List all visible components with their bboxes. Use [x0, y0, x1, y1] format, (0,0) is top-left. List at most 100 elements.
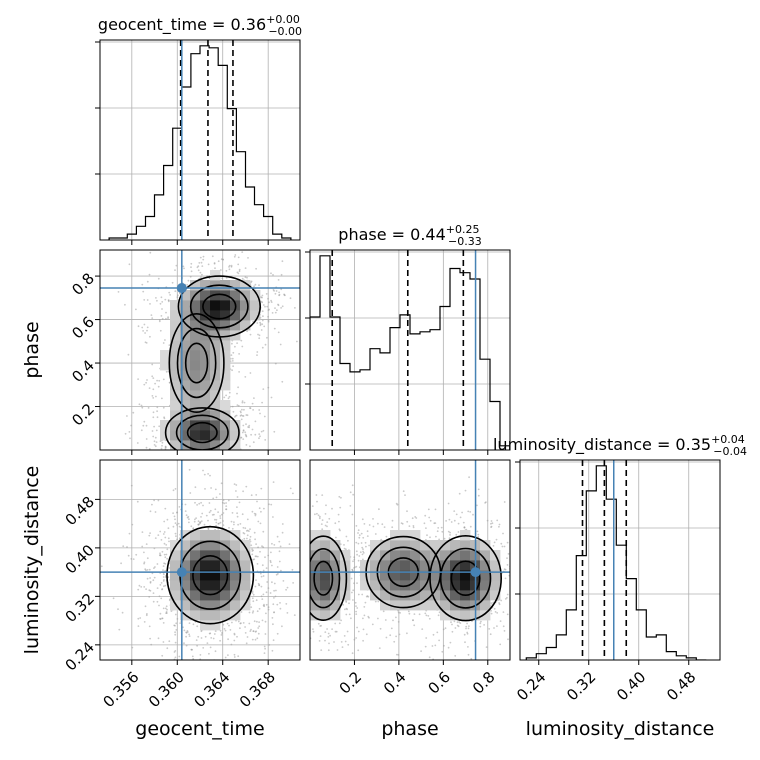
luminosity_distance-vs-phase-scatter-point [406, 510, 408, 513]
luminosity_distance-vs-phase-scatter-point [374, 600, 377, 603]
luminosity_distance-vs-geocent_time-scatter-point [195, 517, 198, 519]
luminosity_distance-vs-geocent_time-scatter-point [271, 649, 274, 652]
luminosity_distance-vs-phase-scatter-point [318, 517, 321, 520]
luminosity_distance-vs-phase-scatter-point [361, 593, 364, 596]
luminosity_distance-vs-geocent_time-scatter-point [161, 588, 164, 590]
phase-vs-geocent_time-scatter-point [232, 365, 235, 368]
luminosity_distance-vs-phase-scatter-point [336, 649, 339, 651]
luminosity_distance-vs-geocent_time-scatter-point [138, 584, 141, 587]
luminosity_distance-vs-phase-scatter-point [325, 504, 327, 507]
luminosity_distance-vs-geocent_time-scatter-point [215, 496, 218, 499]
phase-vs-geocent_time-scatter-point [198, 487, 200, 489]
luminosity_distance-vs-geocent_time-scatter-point [286, 612, 289, 614]
luminosity_distance-vs-phase-density-cell [320, 550, 331, 561]
luminosity_distance-vs-phase-scatter-point [329, 634, 331, 637]
luminosity_distance-vs-geocent_time-scatter-point [188, 622, 191, 624]
luminosity_distance-vs-geocent_time-scatter-point [225, 502, 228, 504]
luminosity_distance-vs-geocent_time-scatter-point [166, 518, 169, 521]
luminosity_distance-vs-geocent_time-scatter-point [259, 572, 262, 575]
luminosity_distance-vs-phase-scatter-point [476, 530, 479, 533]
luminosity_distance-vs-geocent_time-scatter-point [121, 611, 124, 614]
phase-vs-geocent_time-scatter-point [255, 267, 257, 270]
luminosity_distance-vs-phase-density-cell [330, 560, 341, 571]
luminosity_distance-vs-phase-density-cell [390, 530, 401, 541]
geocent_time-hist-panel: geocent_time = 0.36+0.00 −0.00 [95, 13, 302, 245]
luminosity_distance-vs-phase-scatter-point [328, 517, 331, 520]
luminosity_distance-vs-phase-scatter-point [506, 613, 509, 616]
phase-vs-geocent_time-scatter-point [148, 448, 151, 450]
luminosity_distance-vs-geocent_time-density-cell [170, 580, 181, 591]
luminosity_distance-vs-geocent_time-density-cell [210, 540, 221, 551]
luminosity_distance-vs-geocent_time-scatter-point [165, 612, 168, 614]
luminosity_distance-vs-phase-density [281, 476, 541, 660]
luminosity_distance-vs-phase-scatter-point [355, 637, 357, 639]
luminosity_distance-vs-geocent_time-scatter-point [221, 501, 224, 504]
luminosity_distance-vs-phase-density-cells [310, 530, 501, 621]
luminosity_distance-vs-phase-scatter-point [308, 600, 310, 602]
phase-vs-geocent_time-scatter-point [280, 288, 283, 291]
luminosity_distance-vs-phase-scatter-point [316, 512, 318, 515]
phase-vs-geocent_time-scatter-point [150, 314, 153, 316]
phase-vs-geocent_time-scatter-point [136, 442, 139, 444]
luminosity_distance-vs-phase-scatter-point [539, 588, 541, 590]
luminosity_distance-vs-phase-scatter-point [493, 627, 495, 629]
luminosity_distance-vs-geocent_time-scatter-point [158, 604, 160, 607]
phase-vs-geocent_time-density-cell [160, 350, 171, 361]
phase-vs-geocent_time-frame [99, 249, 301, 451]
luminosity_distance-vs-phase-scatter-point [306, 551, 308, 553]
luminosity_distance-vs-phase-density-cell [420, 570, 431, 581]
phase-vs-geocent_time-scatter-point [193, 475, 195, 477]
phase-vs-geocent_time-scatter-point [168, 469, 170, 471]
luminosity_distance-vs-geocent_time-scatter-point [143, 621, 146, 623]
phase-vs-geocent_time-scatter-point [219, 457, 221, 459]
phase-vs-geocent_time-scatter-point [159, 329, 162, 332]
phase-vs-geocent_time-density-cell [190, 380, 201, 391]
luminosity_distance-vs-phase-scatter-point [477, 533, 480, 536]
phase-vs-geocent_time-scatter-point [201, 273, 203, 276]
phase-vs-geocent_time-density-cell [250, 290, 261, 301]
luminosity_distance-vs-geocent_time-scatter-point [257, 632, 260, 635]
phase-vs-geocent_time-scatter-point [225, 270, 228, 272]
luminosity_distance-vs-geocent_time-scatter-point [184, 510, 187, 512]
phase-vs-geocent_time-scatter-point [194, 220, 196, 222]
luminosity_distance-vs-geocent_time-scatter-point [270, 503, 273, 506]
luminosity_distance-vs-geocent_time-scatter-point [162, 565, 165, 567]
luminosity_distance-vs-geocent_time-scatter-point [258, 607, 261, 610]
luminosity_distance-vs-phase-scatter-point [344, 640, 347, 643]
luminosity_distance-vs-geocent_time-scatter-point [265, 603, 268, 606]
phase-vs-geocent_time-scatter-point [226, 232, 228, 234]
phase-vs-geocent_time-density-cell [220, 440, 231, 450]
luminosity_distance-vs-geocent_time-scatter-point [236, 515, 239, 518]
phase-vs-geocent_time-scatter-point [206, 220, 208, 222]
luminosity_distance-vs-geocent_time-scatter-point [188, 635, 191, 637]
phase-vs-geocent_time-scatter-point [165, 317, 167, 320]
luminosity_distance-vs-geocent_time-scatter-point [250, 544, 253, 547]
geocent_time-hist-bars [108, 40, 292, 240]
luminosity_distance-vs-geocent_time-density-cell [210, 590, 221, 601]
luminosity_distance-vs-phase-scatter-point [304, 626, 306, 628]
luminosity_distance-vs-geocent_time-scatter-point [250, 494, 253, 497]
luminosity_distance-vs-geocent_time-density-cell [230, 600, 241, 611]
luminosity_distance-vs-phase-scatter-point [358, 555, 361, 557]
luminosity_distance-vs-geocent_time-scatter-point [244, 632, 247, 634]
luminosity_distance-vs-geocent_time-scatter-point [174, 518, 176, 521]
luminosity_distance-vs-phase-scatter-point [486, 519, 489, 522]
luminosity_distance-vs-phase-scatter-point [389, 634, 392, 637]
luminosity_distance-vs-phase-scatter-point [502, 611, 505, 613]
phase-vs-geocent_time-scatter-point [142, 424, 145, 427]
phase-vs-geocent_time-scatter-point [190, 453, 192, 455]
luminosity_distance-vs-geocent_time-scatter-point [308, 532, 310, 534]
luminosity_distance-vs-geocent_time-scatter-point [265, 567, 268, 569]
luminosity_distance-vs-phase-density-cell [410, 540, 421, 551]
phase-vs-geocent_time-scatter-point [186, 456, 188, 458]
luminosity_distance-vs-phase-scatter-point [384, 619, 387, 621]
luminosity_distance-vs-phase-scatter-point [281, 558, 283, 560]
luminosity_distance-vs-geocent_time-scatter-point [191, 655, 194, 658]
luminosity_distance-vs-geocent_time-scatter-point [154, 511, 157, 513]
phase-vs-geocent_time-scatter-point [256, 351, 259, 353]
luminosity_distance-vs-phase-scatter-point [333, 641, 335, 643]
luminosity_distance-vs-phase-scatter-point [346, 608, 348, 611]
luminosity_distance-vs-geocent_time-scatter-point [260, 510, 262, 513]
luminosity_distance-vs-phase-scatter-point [429, 519, 432, 522]
phase-vs-geocent_time-scatter-point [117, 291, 120, 293]
